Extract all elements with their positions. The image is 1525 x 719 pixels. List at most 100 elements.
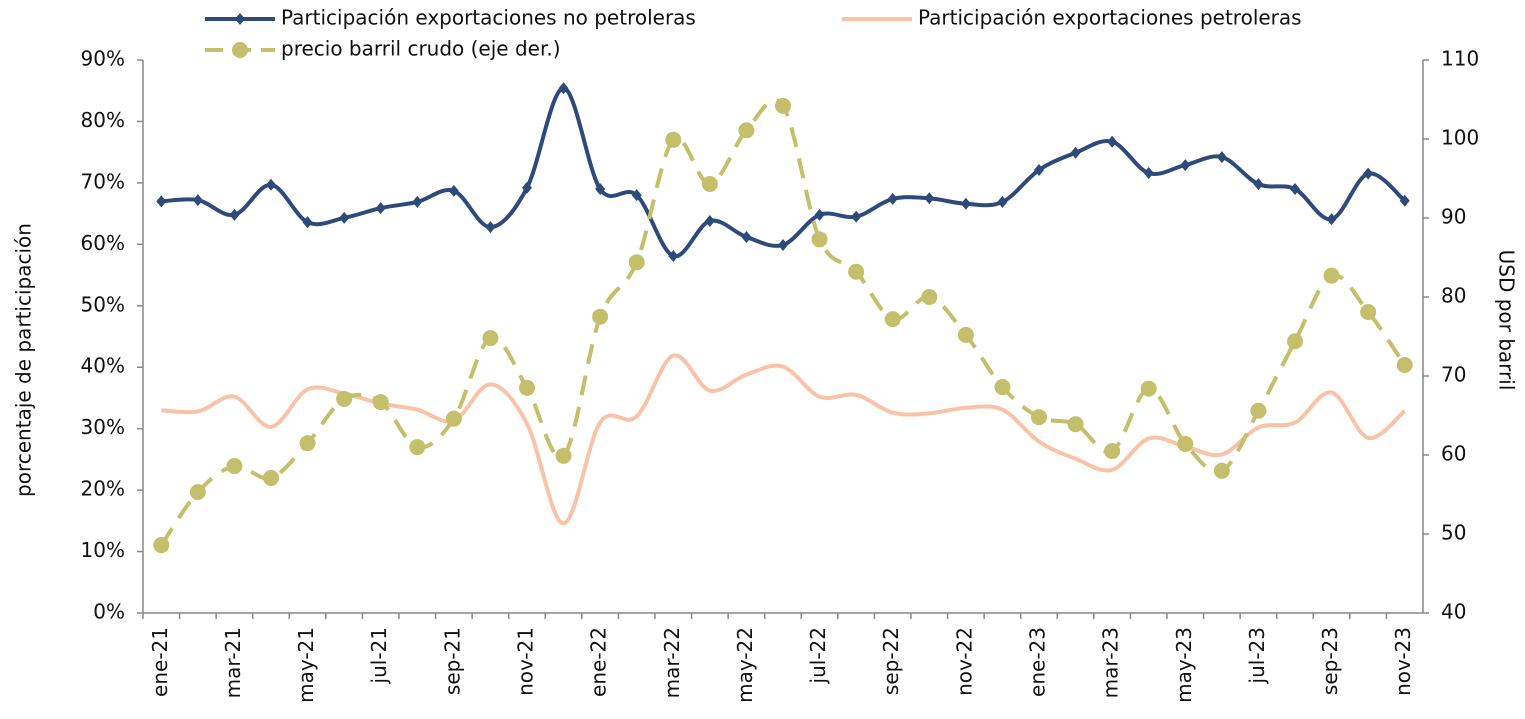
y-tick-label: 20% xyxy=(81,477,125,501)
y2-tick-label: 70 xyxy=(1441,363,1466,387)
series-marker xyxy=(884,311,901,328)
y-tick-label: 60% xyxy=(81,231,125,255)
y-tick-label: 90% xyxy=(81,47,125,71)
x-tick-label: nov-22 xyxy=(952,627,976,696)
legend-label: precio barril crudo (eje der.) xyxy=(281,37,561,61)
series-marker xyxy=(1326,213,1337,226)
series-marker xyxy=(1070,146,1081,159)
series-marker xyxy=(336,390,353,407)
x-tick-label: sep-23 xyxy=(1318,627,1342,695)
x-tick-label: may-21 xyxy=(294,627,318,703)
series-marker xyxy=(1253,178,1264,191)
x-tick-label: jul-22 xyxy=(806,627,830,684)
series-line xyxy=(159,98,1407,547)
series-marker xyxy=(595,183,606,196)
series-marker xyxy=(848,263,865,280)
y-tick-label: 70% xyxy=(81,169,125,193)
series-marker xyxy=(1216,151,1227,164)
series-marker xyxy=(704,214,715,227)
series-marker xyxy=(778,238,788,251)
series-marker xyxy=(960,197,971,210)
series-marker xyxy=(997,195,1008,208)
series-marker xyxy=(299,435,316,452)
series-marker xyxy=(485,221,496,234)
series-marker xyxy=(448,184,459,197)
series-marker xyxy=(665,131,682,148)
series-marker xyxy=(558,82,569,95)
series-marker xyxy=(775,97,791,114)
x-tick-label: may-22 xyxy=(733,627,757,703)
series-marker xyxy=(482,330,499,347)
series-marker xyxy=(1180,159,1191,172)
y2-tick-label: 50 xyxy=(1441,521,1466,545)
series-line xyxy=(161,353,1407,526)
y-axis-title: porcentaje de participación xyxy=(12,223,36,497)
x-tick-label: nov-21 xyxy=(514,627,538,696)
series-marker xyxy=(372,394,389,411)
y2-tick-label: 60 xyxy=(1441,442,1466,466)
series-marker xyxy=(1396,356,1413,373)
series-marker xyxy=(1143,167,1154,180)
legend-label: Participación exportaciones no petrolera… xyxy=(281,6,696,30)
series-marker xyxy=(519,379,535,396)
series-marker xyxy=(522,181,532,194)
y-tick-label: 40% xyxy=(81,354,125,378)
legend-label: Participación exportaciones petroleras xyxy=(918,6,1302,30)
series-marker xyxy=(1360,304,1377,321)
x-tick-label: ene-22 xyxy=(587,627,611,697)
x-tick-label: ene-21 xyxy=(148,627,172,697)
series-marker xyxy=(1363,167,1374,180)
series-marker xyxy=(1107,135,1118,148)
series-marker xyxy=(266,178,276,191)
series-marker xyxy=(701,176,718,193)
series-marker xyxy=(412,195,423,208)
legend-marker xyxy=(232,42,248,58)
series-marker xyxy=(851,210,862,223)
series-marker xyxy=(375,202,386,215)
series-marker xyxy=(153,537,170,554)
y2-tick-label: 40 xyxy=(1441,600,1466,624)
series-marker xyxy=(445,410,462,427)
series-marker xyxy=(1250,402,1267,419)
series-marker xyxy=(1177,435,1194,452)
y2-tick-label: 110 xyxy=(1441,47,1479,71)
series-marker xyxy=(1067,416,1084,433)
series-marker xyxy=(1034,163,1044,176)
series-marker xyxy=(741,230,752,243)
x-tick-label: mar-23 xyxy=(1099,627,1123,698)
y2-axis-title: USD por barril xyxy=(1495,250,1519,391)
x-tick-label: may-23 xyxy=(1172,627,1196,703)
x-tick-label: sep-22 xyxy=(879,627,903,695)
series-marker xyxy=(1287,333,1303,350)
series-marker xyxy=(226,458,243,475)
series-marker xyxy=(1323,267,1340,284)
y2-tick-label: 100 xyxy=(1441,126,1479,150)
series-marker xyxy=(887,192,898,205)
series-marker xyxy=(738,122,755,139)
series-marker xyxy=(628,254,645,271)
x-tick-label: mar-22 xyxy=(660,627,684,698)
x-tick-label: jul-23 xyxy=(1245,627,1269,684)
series-marker xyxy=(192,194,203,207)
x-tick-label: mar-21 xyxy=(221,627,245,698)
series-marker xyxy=(592,308,609,325)
series-marker xyxy=(994,379,1011,396)
series-marker xyxy=(811,231,828,248)
x-tick-label: ene-23 xyxy=(1026,627,1050,697)
series-marker xyxy=(339,211,350,224)
legend-marker xyxy=(235,13,245,25)
series-marker xyxy=(957,326,974,343)
series-marker xyxy=(555,447,572,464)
series-marker xyxy=(668,250,679,263)
series-marker xyxy=(1213,462,1230,479)
series-marker xyxy=(814,208,825,221)
series-marker xyxy=(409,439,426,456)
series-marker xyxy=(1290,183,1300,196)
y-tick-label: 0% xyxy=(93,600,125,624)
series-marker xyxy=(189,484,206,501)
series-marker xyxy=(1399,194,1410,207)
y-tick-label: 30% xyxy=(81,415,125,439)
y-tick-label: 80% xyxy=(81,108,125,132)
